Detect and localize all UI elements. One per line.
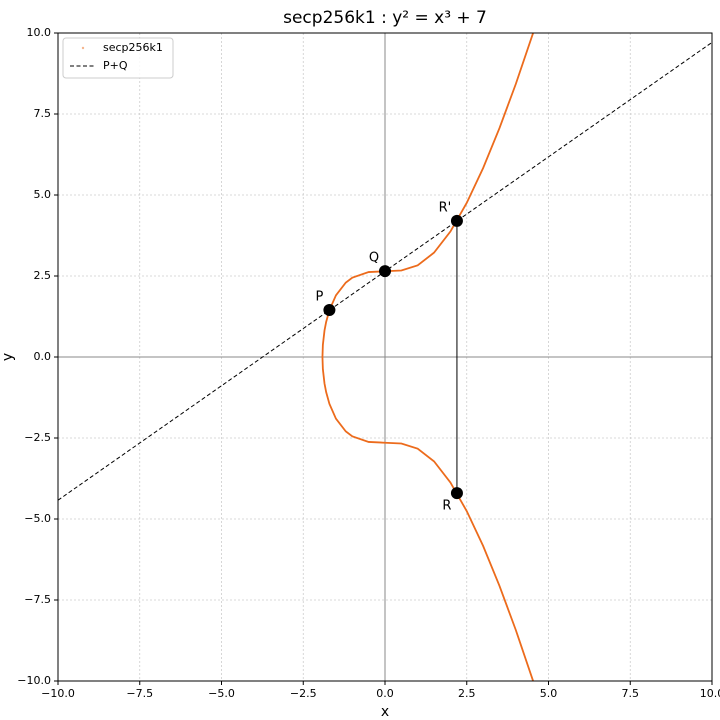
point-label: R' xyxy=(439,200,452,215)
y-tick-label: 5.0 xyxy=(34,188,52,201)
x-axis-label: x xyxy=(381,704,389,720)
x-tick-label: −5.0 xyxy=(208,687,235,700)
chart-title: secp256k1 : y² = x³ + 7 xyxy=(283,8,487,28)
point-label: R xyxy=(442,499,451,514)
y-tick-label: −2.5 xyxy=(24,431,51,444)
y-tick-label: −5.0 xyxy=(24,512,51,525)
point-label: P xyxy=(315,290,323,305)
series-line xyxy=(321,33,535,681)
x-tick-label: −7.5 xyxy=(126,687,153,700)
point xyxy=(379,265,391,278)
y-tick-label: 10.0 xyxy=(27,26,52,39)
point xyxy=(323,304,336,317)
x-tick-label: 0.0 xyxy=(376,687,394,700)
legend-box xyxy=(62,37,174,79)
y-axis-label: y xyxy=(0,353,16,361)
y-tick-label: 2.5 xyxy=(34,269,52,282)
x-tick-label: 2.5 xyxy=(458,687,476,700)
point xyxy=(450,214,463,227)
y-tick-label: −7.5 xyxy=(24,593,51,606)
plot-frame xyxy=(57,32,713,682)
x-tick-label: 7.5 xyxy=(622,687,640,700)
y-tick-label: 0.0 xyxy=(34,350,52,363)
x-tick-label: 10.0 xyxy=(700,687,720,700)
point xyxy=(450,487,463,500)
x-tick-label: −10.0 xyxy=(41,687,75,700)
legend-swatch xyxy=(81,46,85,50)
legend: secp256k1 P+Q xyxy=(62,37,174,79)
y-tick-label: −10.0 xyxy=(17,674,51,687)
legend-label: secp256k1 xyxy=(103,41,163,54)
x-tick-label: 5.0 xyxy=(540,687,558,700)
legend-label: P+Q xyxy=(103,59,128,72)
point-label: Q xyxy=(369,251,379,266)
x-tick-label: −2.5 xyxy=(290,687,317,700)
y-tick-label: 7.5 xyxy=(34,107,52,120)
